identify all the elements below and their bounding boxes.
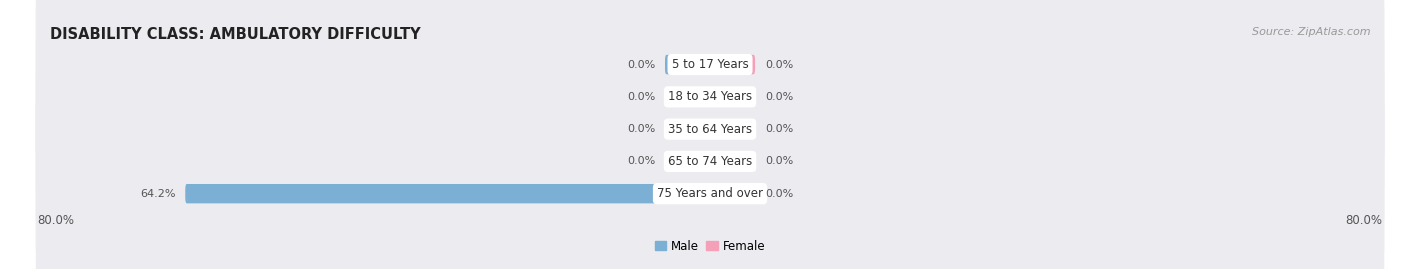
Text: 5 to 17 Years: 5 to 17 Years bbox=[672, 58, 748, 71]
FancyBboxPatch shape bbox=[35, 2, 1385, 192]
FancyBboxPatch shape bbox=[710, 152, 755, 171]
FancyBboxPatch shape bbox=[665, 152, 710, 171]
Text: 0.0%: 0.0% bbox=[627, 156, 655, 167]
FancyBboxPatch shape bbox=[710, 55, 755, 74]
Text: DISABILITY CLASS: AMBULATORY DIFFICULTY: DISABILITY CLASS: AMBULATORY DIFFICULTY bbox=[49, 27, 420, 43]
Text: 18 to 34 Years: 18 to 34 Years bbox=[668, 90, 752, 103]
FancyBboxPatch shape bbox=[665, 87, 710, 107]
Text: 0.0%: 0.0% bbox=[765, 59, 793, 70]
FancyBboxPatch shape bbox=[665, 55, 710, 74]
FancyBboxPatch shape bbox=[710, 87, 755, 107]
Text: 0.0%: 0.0% bbox=[627, 59, 655, 70]
Text: 64.2%: 64.2% bbox=[141, 189, 176, 199]
Text: 0.0%: 0.0% bbox=[627, 92, 655, 102]
FancyBboxPatch shape bbox=[35, 34, 1385, 224]
Legend: Male, Female: Male, Female bbox=[650, 235, 770, 257]
FancyBboxPatch shape bbox=[710, 184, 755, 203]
FancyBboxPatch shape bbox=[710, 119, 755, 139]
Text: 0.0%: 0.0% bbox=[627, 124, 655, 134]
Text: 0.0%: 0.0% bbox=[765, 124, 793, 134]
FancyBboxPatch shape bbox=[35, 0, 1385, 159]
Text: Source: ZipAtlas.com: Source: ZipAtlas.com bbox=[1251, 27, 1371, 37]
Text: 35 to 64 Years: 35 to 64 Years bbox=[668, 123, 752, 136]
Text: 75 Years and over: 75 Years and over bbox=[657, 187, 763, 200]
FancyBboxPatch shape bbox=[35, 99, 1385, 269]
FancyBboxPatch shape bbox=[35, 67, 1385, 256]
Text: 0.0%: 0.0% bbox=[765, 92, 793, 102]
Text: 0.0%: 0.0% bbox=[765, 189, 793, 199]
FancyBboxPatch shape bbox=[186, 184, 710, 203]
Text: 0.0%: 0.0% bbox=[765, 156, 793, 167]
Text: 65 to 74 Years: 65 to 74 Years bbox=[668, 155, 752, 168]
FancyBboxPatch shape bbox=[665, 119, 710, 139]
